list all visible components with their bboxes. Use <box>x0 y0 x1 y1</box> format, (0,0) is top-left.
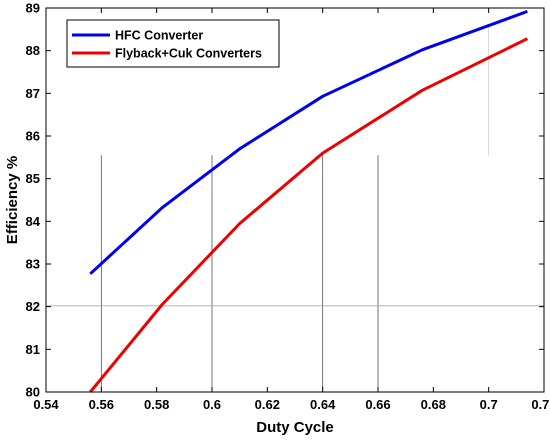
legend-label-flyback-cuk: Flyback+Cuk Converters <box>115 47 262 61</box>
y-tick-label: 83 <box>26 257 40 272</box>
x-tick-label: 0.6 <box>203 397 221 412</box>
y-axis-title: Efficiency % <box>4 156 21 244</box>
y-tick-label: 86 <box>26 129 40 144</box>
x-tick-label: 0.62 <box>255 397 280 412</box>
x-axis-title: Duty Cycle <box>256 419 334 436</box>
y-axis-ticks: 80 81 82 83 84 85 86 87 88 89 <box>26 1 544 400</box>
x-tick-label: 0.66 <box>365 397 390 412</box>
y-tick-label: 87 <box>26 86 40 101</box>
y-tick-label: 85 <box>26 171 40 186</box>
y-tick-label: 81 <box>26 342 40 357</box>
x-tick-label: 0.58 <box>144 397 169 412</box>
legend-label-hfc: HFC Converter <box>115 29 203 43</box>
series-line-0 <box>89 9 528 275</box>
reference-lines <box>46 25 544 392</box>
x-tick-label: 0.68 <box>421 397 446 412</box>
x-tick-label: 0.54 <box>33 397 59 412</box>
x-axis-ticks: 0.54 0.56 0.58 0.6 0.62 0.64 0.66 0.68 0.7 0.72 <box>33 8 550 412</box>
plot-frame <box>45 7 545 393</box>
series-line-1 <box>89 37 529 393</box>
y-tick-label: 88 <box>26 43 40 58</box>
x-tick-label: 0.72 <box>531 397 550 412</box>
x-tick-label: 0.7 <box>480 397 498 412</box>
y-tick-label: 80 <box>26 385 40 400</box>
legend: HFC Converter Flyback+Cuk Converters <box>66 19 280 68</box>
series-layer <box>89 9 529 393</box>
y-tick-label: 82 <box>26 299 40 314</box>
x-tick-label: 0.56 <box>89 397 114 412</box>
legend-box <box>66 19 280 68</box>
y-tick-label: 89 <box>26 1 40 16</box>
y-tick-label: 84 <box>26 214 41 229</box>
x-tick-label: 0.64 <box>310 397 336 412</box>
